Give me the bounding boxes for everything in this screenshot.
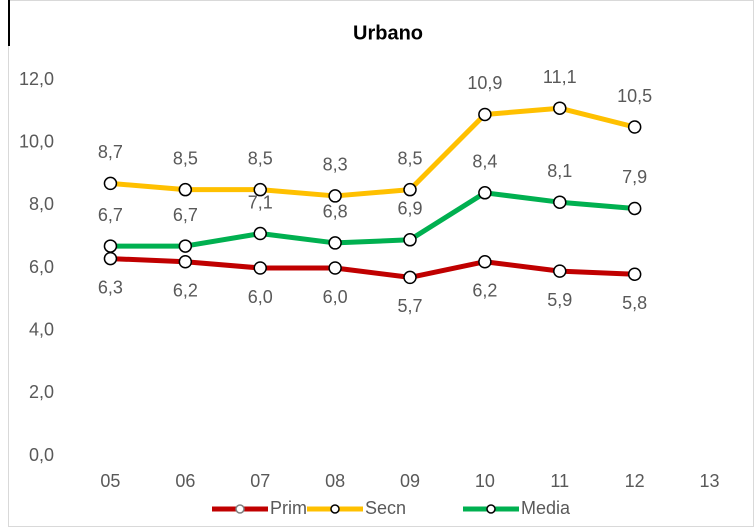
x-tick-label: 07 xyxy=(250,471,270,491)
x-tick-label: 08 xyxy=(325,471,345,491)
series-line xyxy=(110,190,635,249)
data-label: 6,9 xyxy=(397,199,422,219)
data-label: 6,0 xyxy=(248,287,273,307)
y-tick-label: 4,0 xyxy=(29,319,54,339)
data-point xyxy=(478,107,492,122)
y-tick-label: 10,0 xyxy=(19,131,54,151)
data-label: 6,7 xyxy=(173,205,198,225)
data-point xyxy=(553,195,567,209)
data-label: 8,4 xyxy=(472,152,497,172)
chart-title: Urbano xyxy=(353,22,423,44)
data-point xyxy=(178,182,193,197)
x-tick-label: 05 xyxy=(100,471,120,491)
data-label: 8,5 xyxy=(397,148,422,168)
data-label: 5,9 xyxy=(547,290,572,310)
chart-frame xyxy=(8,0,754,527)
data-point xyxy=(328,236,342,250)
y-tick-label: 6,0 xyxy=(29,257,54,277)
series-line xyxy=(110,256,635,280)
y-tick-label: 2,0 xyxy=(29,382,54,402)
data-label: 6,3 xyxy=(98,277,123,297)
data-label: 6,8 xyxy=(323,202,348,222)
data-label: 7,1 xyxy=(248,192,273,212)
y-tick-label: 0,0 xyxy=(29,445,54,465)
legend-label: Prim xyxy=(270,498,307,518)
data-point xyxy=(253,182,267,197)
data-point xyxy=(403,182,417,197)
data-label: 5,7 xyxy=(397,296,422,316)
data-point xyxy=(103,251,118,266)
legend-label: Secn xyxy=(365,498,406,518)
x-tick-label: 11 xyxy=(550,471,569,491)
data-point xyxy=(403,270,417,285)
data-label: 8,5 xyxy=(248,148,273,168)
x-tick-label: 06 xyxy=(175,471,195,491)
y-tick-label: 12,0 xyxy=(19,69,54,89)
data-label: 8,5 xyxy=(173,148,198,168)
data-label: 10,9 xyxy=(467,73,502,93)
legend-marker xyxy=(486,504,496,514)
data-point xyxy=(553,101,567,115)
x-tick-label: 13 xyxy=(700,471,720,491)
data-point xyxy=(478,186,492,200)
data-point xyxy=(553,264,567,278)
data-point xyxy=(103,176,118,191)
data-point xyxy=(627,201,642,216)
data-label: 8,7 xyxy=(98,142,123,162)
legend-marker xyxy=(235,504,245,514)
series-line xyxy=(110,105,636,199)
data-point xyxy=(627,267,642,282)
data-point xyxy=(478,254,492,269)
data-point xyxy=(253,261,267,275)
data-point xyxy=(178,254,193,269)
x-tick-label: 12 xyxy=(625,471,645,491)
data-point xyxy=(403,233,417,247)
data-point xyxy=(253,226,267,241)
data-label: 8,3 xyxy=(323,155,348,175)
x-tick-label: 10 xyxy=(475,471,495,491)
data-point xyxy=(328,189,342,203)
data-label: 6,0 xyxy=(323,287,348,307)
x-tick-label: 09 xyxy=(400,471,420,491)
data-label: 6,2 xyxy=(173,280,198,300)
data-label: 6,7 xyxy=(98,205,123,225)
data-point xyxy=(328,261,342,275)
data-label: 6,2 xyxy=(472,280,497,300)
data-point xyxy=(103,239,118,253)
data-point xyxy=(627,120,642,134)
data-label: 11,1 xyxy=(543,67,577,87)
y-tick-label: 8,0 xyxy=(29,194,54,214)
data-label: 8,1 xyxy=(547,161,572,181)
data-label: 10,5 xyxy=(617,86,652,106)
legend-label: Media xyxy=(521,498,571,518)
data-point xyxy=(178,239,193,253)
data-label: 5,8 xyxy=(622,293,647,313)
legend-marker xyxy=(330,504,340,514)
data-label: 7,9 xyxy=(622,167,647,187)
